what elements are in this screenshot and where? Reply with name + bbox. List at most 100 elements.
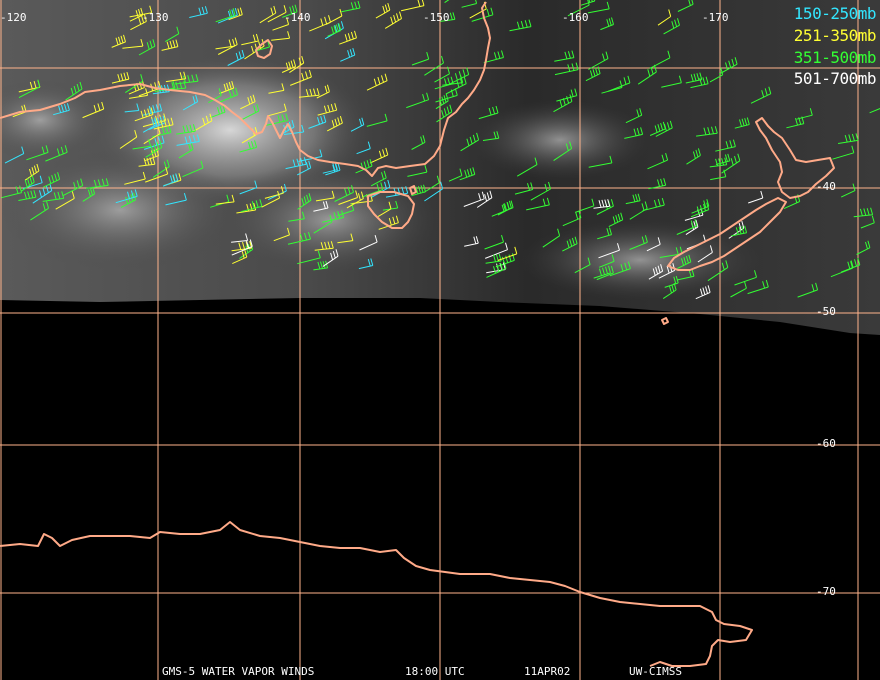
wind-barb: [677, 0, 694, 12]
wind-barb: [119, 129, 138, 149]
wind-barb: [485, 242, 508, 259]
legend-item-251-350mb: 251-350mb: [793, 26, 877, 45]
wind-barb: [152, 125, 172, 138]
wind-barb: [497, 246, 518, 261]
wind-barb: [495, 253, 515, 268]
wind-barb: [661, 75, 682, 88]
wind-barb: [297, 193, 312, 210]
wind-barb: [231, 233, 249, 243]
wind-barb: [648, 264, 664, 280]
wind-barb: [289, 55, 305, 74]
wind-barb: [435, 88, 458, 103]
wind-barb: [178, 142, 194, 159]
wind-barb: [554, 62, 579, 76]
wind-barb: [144, 148, 160, 162]
wind-barb: [691, 199, 710, 214]
wind-barb: [271, 31, 291, 41]
wind-barb: [514, 182, 534, 195]
wind-barb: [574, 257, 591, 274]
wind-barb: [215, 38, 236, 50]
wind-barb: [124, 171, 146, 185]
wind-barb: [587, 1, 610, 14]
wind-barb: [267, 103, 287, 117]
wind-barb: [45, 145, 68, 162]
wind-barb: [337, 233, 354, 244]
wind-barb: [730, 281, 747, 298]
wind-barb: [283, 124, 305, 135]
wind-barb: [860, 215, 875, 229]
wind-barb: [625, 108, 643, 124]
wind-barb: [728, 220, 745, 239]
data-source: UW-CIMSS: [629, 665, 682, 678]
wind-barb: [327, 23, 342, 37]
wind-barb: [832, 145, 855, 160]
wind-barb: [463, 191, 485, 207]
legend-item-501-700mb: 501-700mb: [793, 69, 877, 88]
wind-barb: [461, 0, 478, 8]
wind-barb: [162, 173, 179, 187]
latitude-label: -60: [816, 437, 836, 450]
wind-barb: [215, 194, 235, 205]
wind-barb: [288, 211, 305, 222]
australia-coastline: [0, 1, 491, 177]
wind-barb: [227, 49, 245, 66]
wind-barb: [406, 92, 430, 109]
wind-barb: [649, 50, 671, 70]
wind-barb: [629, 235, 648, 250]
wind-barb: [341, 0, 361, 13]
wind-barb: [296, 160, 312, 176]
wind-barb: [53, 103, 70, 116]
wind-barb: [176, 124, 196, 135]
product-name: GMS-5 WATER VAPOR WINDS: [162, 665, 315, 678]
wind-barb: [685, 219, 699, 236]
wind-barbs: [1, 0, 880, 300]
wind-barb: [182, 94, 199, 111]
longitude-label: -150: [423, 11, 450, 24]
wind-barb: [334, 185, 354, 202]
wind-barb: [240, 94, 256, 110]
wind-barb: [161, 39, 179, 51]
legend-item-351-500mb: 351-500mb: [793, 48, 877, 67]
wind-barb: [313, 200, 329, 212]
wind-barb: [385, 186, 409, 198]
wind-barb: [734, 270, 757, 286]
wind-barb: [447, 67, 470, 86]
wind-barb: [30, 201, 49, 221]
wind-barb: [134, 107, 154, 122]
wind-barb: [588, 155, 613, 168]
wind-barb: [648, 178, 667, 190]
wind-barb: [359, 234, 378, 251]
wind-barb: [219, 80, 235, 94]
wind-barb: [562, 210, 582, 227]
wind-barb: [482, 131, 500, 141]
wind-barb: [424, 181, 444, 202]
wind-barb: [115, 189, 138, 204]
wind-barb: [62, 178, 84, 197]
wind-barb: [356, 141, 371, 155]
wind-barb: [869, 108, 880, 114]
wind-barb: [26, 145, 49, 161]
wind-barb: [239, 180, 258, 195]
wind-barb: [598, 243, 620, 259]
wind-barb: [747, 279, 769, 295]
wind-barb: [281, 59, 297, 73]
wind-barb: [707, 260, 729, 282]
wind-barb: [853, 207, 874, 218]
wind-barb: [642, 197, 665, 212]
wind-barb: [370, 170, 387, 187]
wind-barb: [459, 167, 476, 181]
latitude-label: -50: [816, 305, 836, 318]
wind-barb: [165, 192, 187, 206]
stewart-island: [661, 317, 669, 325]
wind-barb: [369, 147, 389, 164]
wind-barb: [607, 75, 631, 92]
wind-barb: [697, 245, 713, 263]
wind-barb: [209, 105, 226, 119]
wind-barb: [231, 239, 253, 256]
wind-barb: [553, 141, 573, 162]
wind-barb: [1, 185, 23, 199]
longitude-label: -170: [702, 11, 729, 24]
wind-barb: [138, 80, 161, 97]
wind-barb: [796, 108, 813, 120]
